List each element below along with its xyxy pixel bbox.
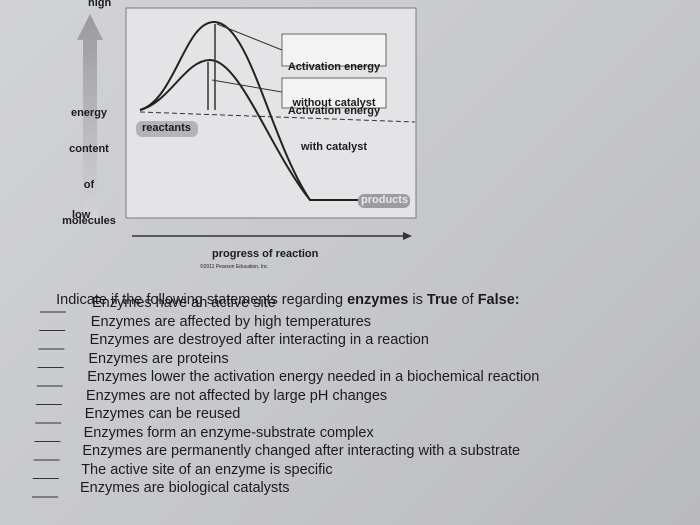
statement: Enzymes are destroyed after interacting … — [89, 332, 429, 348]
label-line: without catalyst — [292, 97, 376, 109]
y-label: energy content of molecules — [58, 83, 120, 251]
y-low: low — [72, 209, 91, 221]
energy-arrow — [77, 14, 103, 220]
instruction: Indicate if the following statements reg… — [40, 276, 520, 324]
products-label: products — [361, 194, 409, 206]
leader-with — [211, 79, 283, 93]
y-label-line: content — [69, 143, 109, 155]
label-box — [281, 77, 387, 109]
label-without-catalyst: Activation energy without catalyst — [284, 37, 384, 133]
statement: Enzymes are proteins — [88, 350, 229, 367]
instruction-bold: False: — [477, 292, 520, 308]
x-axis-arrow — [403, 232, 412, 240]
statement: Enzymes are biological catalysts — [80, 480, 290, 496]
instruction-text: Indicate if the following statements reg… — [56, 292, 348, 308]
reactant-level — [139, 111, 416, 123]
instruction-text: of — [457, 292, 478, 308]
copyright: ©2011 Pearson Education, Inc — [200, 264, 268, 270]
reactants-pill — [136, 121, 198, 137]
instruction-bold: True — [426, 292, 458, 308]
instruction-bold: enzymes — [347, 292, 409, 308]
y-high: high — [88, 0, 112, 9]
products-pill — [358, 194, 410, 208]
statement: Enzymes form an enzyme-substrate complex — [83, 424, 374, 441]
statement: Enzymes have an active site — [92, 295, 276, 311]
label-line: Activation energy — [287, 105, 381, 117]
curve-without-catalyst — [139, 20, 410, 201]
statement: Enzymes are not affected by large pH cha… — [86, 387, 388, 404]
statement: The active site of an enzyme is specific — [81, 461, 333, 478]
y-label-line: molecules — [62, 215, 116, 227]
curve-with-catalyst — [139, 58, 311, 201]
label-line: Activation energy — [287, 61, 381, 73]
label-with-catalyst: Activation energy with catalyst — [284, 81, 384, 177]
statement: Enzymes can be reused — [84, 406, 241, 422]
x-label: progress of reaction — [212, 248, 319, 260]
y-label-line: energy — [70, 107, 108, 119]
leader-without — [216, 23, 283, 51]
instruction-text: is — [408, 292, 427, 308]
reactants-label: reactants — [142, 122, 191, 134]
statement: Enzymes are permanently changed after in… — [82, 443, 521, 459]
statement: Enzymes are affected by high temperature… — [90, 313, 372, 330]
label-line: with catalyst — [300, 141, 368, 153]
y-label-line: of — [83, 179, 95, 191]
statement: Enzymes lower the activation energy need… — [87, 369, 540, 385]
label-box — [281, 33, 387, 67]
